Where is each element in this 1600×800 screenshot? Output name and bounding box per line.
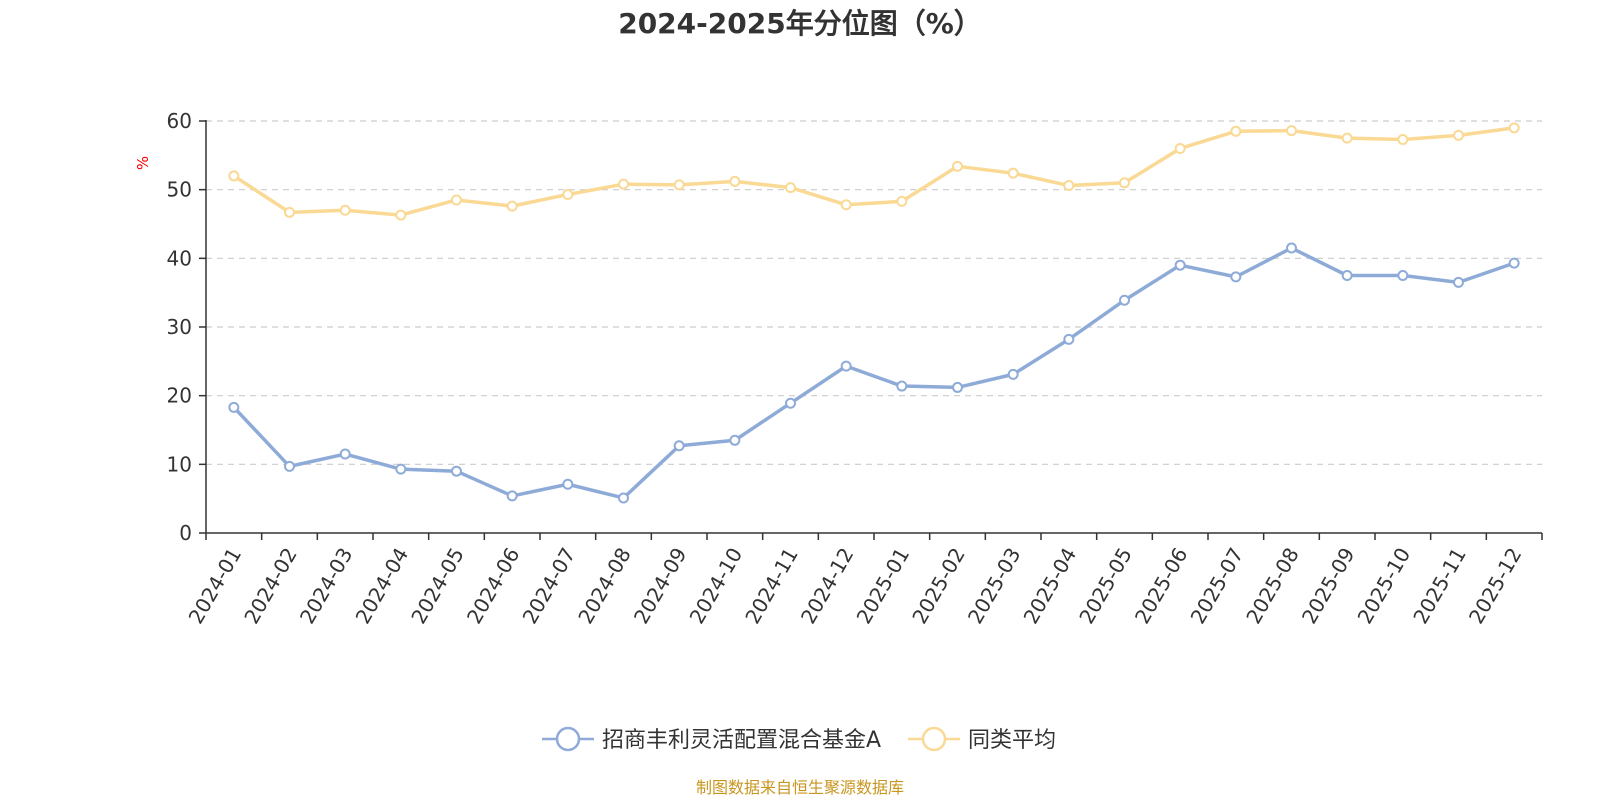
y-tick-label-10: 10 — [167, 452, 192, 476]
x-tick-label-2025-02: 2025-02 — [907, 544, 970, 628]
series-0-point-2024-01 — [228, 401, 240, 413]
series-1-point-2025-07 — [1230, 125, 1242, 137]
series-1-point-2025-01 — [896, 195, 908, 207]
series-0-point-2024-05 — [451, 465, 462, 477]
series-0-point-2024-12 — [840, 360, 852, 372]
legend-marker-1 — [921, 726, 947, 752]
series-0-point-2024-09 — [673, 440, 685, 452]
series-1-point-2024-12 — [840, 199, 852, 211]
x-tick-label-2025-09: 2025-09 — [1297, 544, 1360, 628]
x-tick-label-2025-08: 2025-08 — [1241, 544, 1304, 628]
series-1-point-2024-02 — [284, 206, 295, 218]
series-1-point-2025-03 — [1007, 167, 1019, 179]
series-1-point-2024-06 — [506, 200, 518, 212]
data-source-note: 制图数据来自恒生聚源数据库 — [696, 778, 904, 797]
series-1-point-2024-05 — [451, 194, 462, 206]
x-tick-label-2024-06: 2024-06 — [462, 544, 525, 628]
legend-label-1: 同类平均 — [968, 728, 1056, 753]
series-1-point-2024-11 — [785, 182, 796, 194]
x-tick-label-2024-01: 2024-01 — [184, 544, 247, 628]
series-0-point-2024-06 — [506, 490, 518, 502]
series-1-point-2025-12 — [1508, 122, 1520, 134]
y-tick-label-60: 60 — [167, 109, 192, 133]
series-0-point-2025-08 — [1286, 242, 1297, 254]
x-tick-label-2025-11: 2025-11 — [1408, 544, 1471, 628]
chart-title: 2024-2025年分位图（%） — [618, 7, 982, 40]
series-1-point-2024-01 — [228, 170, 240, 182]
x-tick-label-2024-05: 2024-05 — [406, 544, 469, 628]
series-1-point-2025-10 — [1397, 134, 1409, 146]
series-1-point-2024-08 — [618, 178, 629, 190]
series-1-point-2024-07 — [562, 188, 574, 200]
x-axis-ticks: 2024-012024-022024-032024-042024-052024-… — [184, 544, 1527, 628]
series-0-point-2025-12 — [1508, 257, 1520, 269]
series-0-point-2025-05 — [1119, 294, 1130, 306]
series-1-point-2024-09 — [673, 179, 685, 191]
series-1-point-2024-10 — [729, 175, 741, 187]
y-tick-label-40: 40 — [167, 246, 192, 270]
series-line-1 — [232, 126, 1515, 217]
x-tick-label-2025-12: 2025-12 — [1464, 544, 1527, 628]
series-1-point-2025-11 — [1453, 129, 1464, 141]
series-0-point-2024-03 — [339, 448, 351, 460]
series-0-point-2025-09 — [1341, 270, 1353, 281]
series-layer — [228, 122, 1520, 504]
series-1-point-2025-05 — [1119, 177, 1130, 189]
grid-lines — [206, 120, 1542, 465]
series-0-point-2024-02 — [284, 460, 295, 472]
series-0-point-2025-04 — [1063, 333, 1075, 345]
series-0-point-2025-10 — [1397, 270, 1409, 281]
x-tick-label-2024-07: 2024-07 — [518, 544, 581, 628]
x-tick-label-2025-10: 2025-10 — [1353, 544, 1416, 628]
x-tick-label-2024-09: 2024-09 — [629, 544, 692, 628]
series-1-point-2025-08 — [1286, 125, 1297, 137]
series-0-point-2025-01 — [896, 380, 908, 392]
legend: 招商丰利灵活配置混合基金A 同类平均 — [542, 726, 1056, 753]
axes — [199, 120, 1543, 540]
x-tick-label-2025-07: 2025-07 — [1186, 544, 1249, 628]
series-0-point-2025-07 — [1230, 271, 1242, 283]
series-0-point-2024-07 — [562, 478, 574, 490]
series-0-point-2024-04 — [395, 463, 407, 475]
x-tick-label-2024-12: 2024-12 — [796, 544, 859, 628]
series-1-point-2024-04 — [395, 209, 407, 221]
x-tick-label-2024-11: 2024-11 — [740, 544, 803, 628]
series-0-point-2025-11 — [1453, 276, 1464, 288]
series-1-point-2025-04 — [1063, 180, 1075, 192]
legend-marker-0 — [555, 726, 581, 752]
series-1-point-2024-03 — [339, 204, 351, 216]
y-axis-ticks: 0 10 20 30 40 50 60 — [167, 109, 192, 545]
legend-label-0: 招商丰利灵活配置混合基金A — [602, 728, 881, 753]
series-1-point-2025-09 — [1341, 132, 1353, 144]
series-1-point-2025-06 — [1174, 142, 1186, 154]
y-tick-label-0: 0 — [179, 521, 192, 545]
x-tick-label-2024-04: 2024-04 — [351, 544, 414, 628]
series-0-point-2024-10 — [729, 434, 741, 446]
y-tick-label-20: 20 — [167, 384, 192, 408]
x-tick-label-2024-02: 2024-02 — [239, 544, 302, 628]
series-line-0 — [232, 246, 1515, 500]
x-tick-label-2025-04: 2025-04 — [1019, 544, 1082, 628]
x-tick-label-2025-03: 2025-03 — [963, 544, 1026, 628]
x-tick-label-2025-01: 2025-01 — [852, 544, 915, 628]
series-0-point-2025-03 — [1007, 368, 1019, 380]
x-tick-label-2025-06: 2025-06 — [1130, 544, 1193, 628]
y-tick-label-50: 50 — [167, 178, 192, 202]
x-tick-label-2024-10: 2024-10 — [685, 544, 748, 628]
series-0-point-2024-08 — [618, 492, 629, 504]
series-1-point-2025-02 — [952, 160, 963, 172]
series-0-point-2025-06 — [1174, 259, 1186, 271]
x-tick-label-2024-03: 2024-03 — [295, 544, 358, 628]
series-0-point-2025-02 — [952, 381, 963, 393]
series-0-point-2024-11 — [785, 397, 796, 409]
x-tick-label-2024-08: 2024-08 — [573, 544, 636, 628]
x-tick-label-2025-05: 2025-05 — [1074, 544, 1137, 628]
y-axis-unit-label: % — [134, 156, 152, 170]
y-tick-label-30: 30 — [167, 315, 192, 339]
